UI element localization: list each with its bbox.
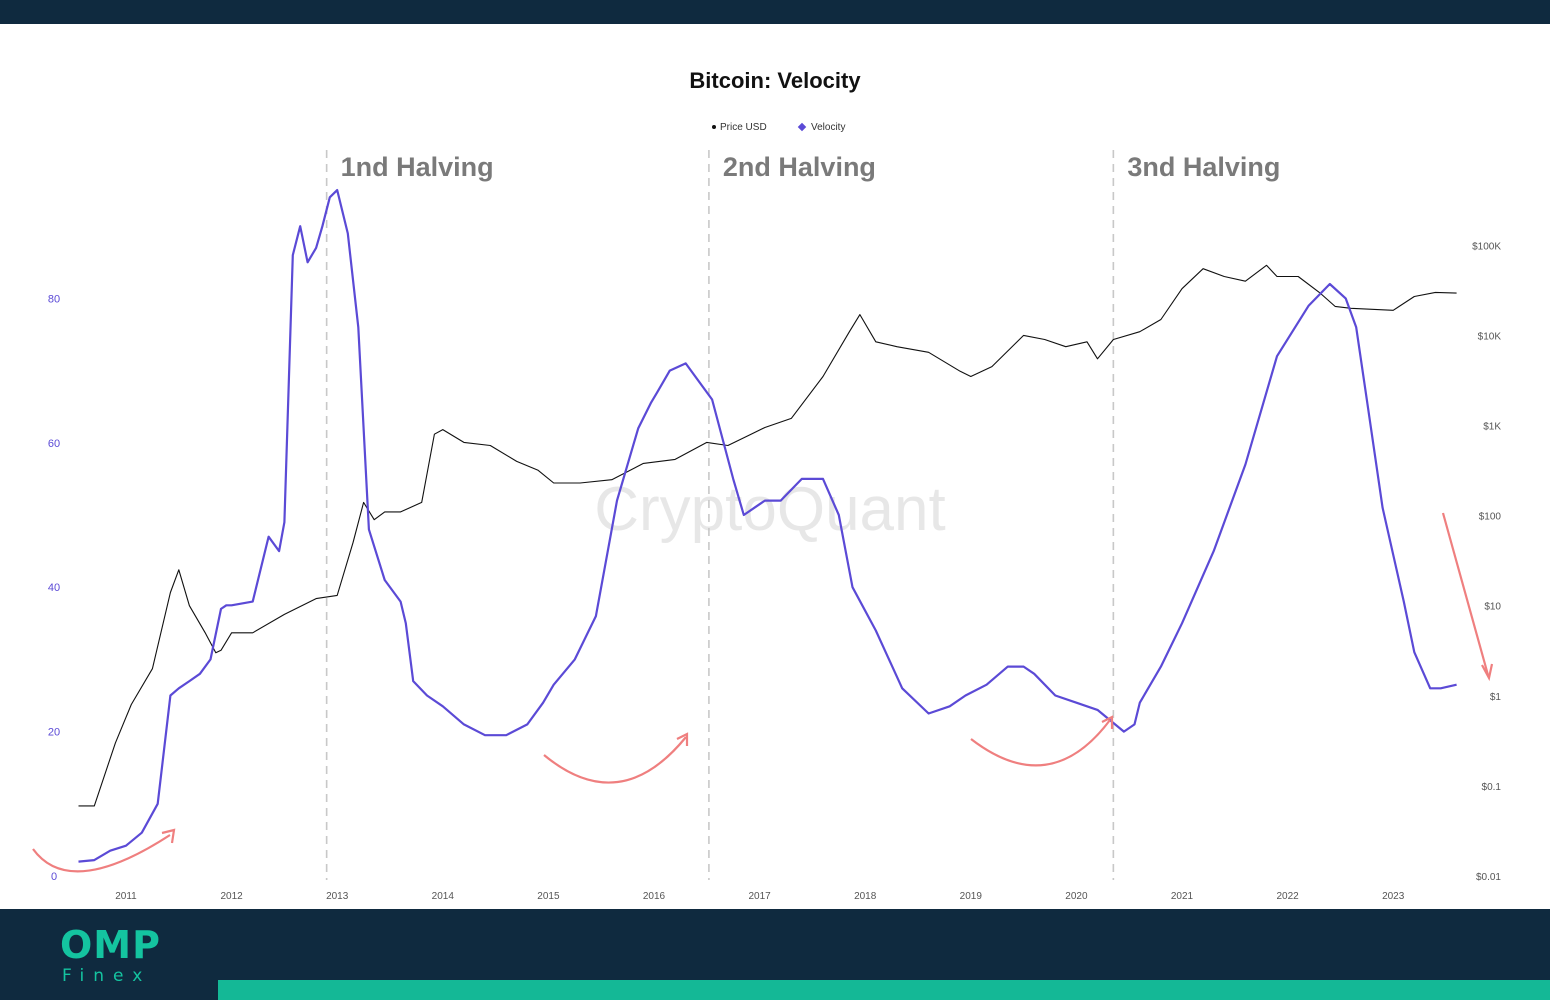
x-tick-label: 2017 (748, 891, 771, 902)
right-tick-label: $1 (1490, 692, 1502, 703)
chart-area: Bitcoin: Velocity Price USD Velocity Cry… (0, 24, 1550, 909)
left-tick-label: 80 (48, 293, 60, 305)
left-tick-label: 20 (48, 727, 60, 739)
right-tick-label: $0.1 (1482, 782, 1502, 793)
legend: Price USD Velocity (712, 122, 845, 133)
x-tick-label: 2011 (115, 891, 137, 902)
right-tick-label: $100 (1479, 512, 1502, 523)
brand-logo-subtitle: Finex (62, 966, 152, 986)
brand-logo: OMP (60, 923, 161, 967)
x-tick-label: 2015 (537, 891, 560, 902)
trend-arrow-head-2011 (161, 828, 176, 844)
left-tick-label: 40 (48, 582, 60, 594)
x-tick-label: 2012 (220, 891, 243, 902)
trend-arrow-head-2019 (1101, 715, 1114, 729)
x-tick-label: 2014 (432, 891, 455, 902)
left-tick-label: 0 (51, 871, 57, 883)
x-tick-label: 2020 (1065, 891, 1088, 902)
legend-price-label: Price USD (720, 122, 767, 133)
right-tick-label: $100K (1472, 241, 1501, 252)
top-bar (0, 0, 1550, 24)
x-tick-label: 2022 (1276, 891, 1299, 902)
trend-arrow-down (1441, 512, 1490, 676)
trend-arrow-head-2015 (676, 732, 689, 746)
price-usd-line (78, 264, 1457, 807)
trend-arrows (32, 512, 1494, 873)
halving-label: 3nd Halving (1127, 152, 1280, 182)
left-axis: 0 20 40 60 80 (48, 293, 60, 883)
legend-velocity-label: Velocity (811, 122, 845, 133)
x-tick-label: 2013 (326, 891, 349, 902)
trend-arrow-2019 (970, 719, 1111, 767)
halving-markers: 1nd Halving 2nd Halving 3nd Halving (325, 150, 1280, 880)
velocity-chart: Bitcoin: Velocity Price USD Velocity Cry… (32, 68, 1501, 902)
x-tick-label: 2019 (960, 891, 983, 902)
chart-title: Bitcoin: Velocity (689, 68, 861, 93)
halving-label: 2nd Halving (723, 152, 876, 182)
legend-price-marker (712, 125, 716, 129)
velocity-line (78, 189, 1457, 863)
right-tick-label: $10 (1484, 602, 1501, 613)
watermark: CryptoQuant (594, 475, 946, 544)
right-tick-label: $10K (1478, 331, 1502, 342)
trend-arrow-2011 (32, 834, 171, 873)
x-axis: 2011 2012 2013 2014 2015 2016 2017 2018 2019 2020… (115, 891, 1405, 902)
x-tick-label: 2023 (1382, 891, 1405, 902)
trend-arrow-2015 (543, 736, 687, 784)
left-tick-label: 60 (48, 438, 60, 450)
trend-arrow-head-down (1481, 663, 1494, 682)
legend-velocity-marker (797, 122, 807, 132)
halving-label: 1nd Halving (341, 152, 494, 182)
right-axis: $0.01 $0.1 $1 $10 $100 $1K $10K $100K (1472, 241, 1501, 883)
x-tick-label: 2021 (1171, 891, 1194, 902)
x-tick-label: 2018 (854, 891, 877, 902)
right-tick-label: $0.01 (1476, 872, 1501, 883)
right-tick-label: $1K (1483, 422, 1501, 433)
footer-accent-stripe (218, 980, 1550, 1000)
x-tick-label: 2016 (643, 891, 666, 902)
